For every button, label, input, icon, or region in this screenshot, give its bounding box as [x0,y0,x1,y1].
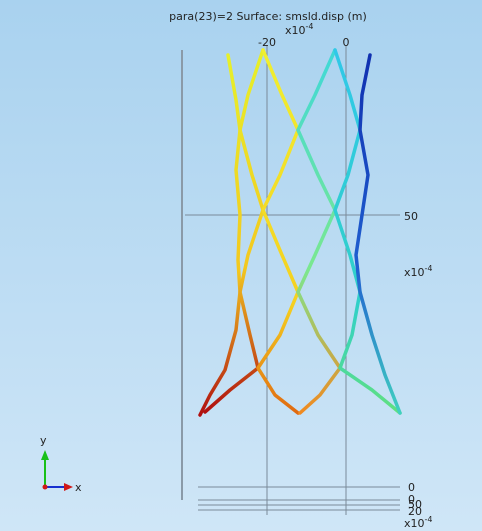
triad-label: y [40,434,47,447]
triad-label: x [75,481,82,494]
tick-label: -20 [258,36,276,49]
tick-label: 0 [343,36,350,49]
multiplier-base: x10 [404,266,425,279]
plot-title: para(23)=2 Surface: smsld.disp (m) [169,10,367,23]
multiplier-base: x10 [285,24,306,37]
multiplier-exponent: -4 [306,22,314,31]
tick-label: 50 [404,210,418,223]
multiplier-base: x10 [404,517,425,530]
multiplier-exponent: -4 [425,264,433,273]
multiplier-exponent: -4 [425,515,433,524]
triad-origin [43,485,48,490]
graphics-window: para(23)=2 Surface: smsld.disp (m) x10-4… [0,0,482,531]
